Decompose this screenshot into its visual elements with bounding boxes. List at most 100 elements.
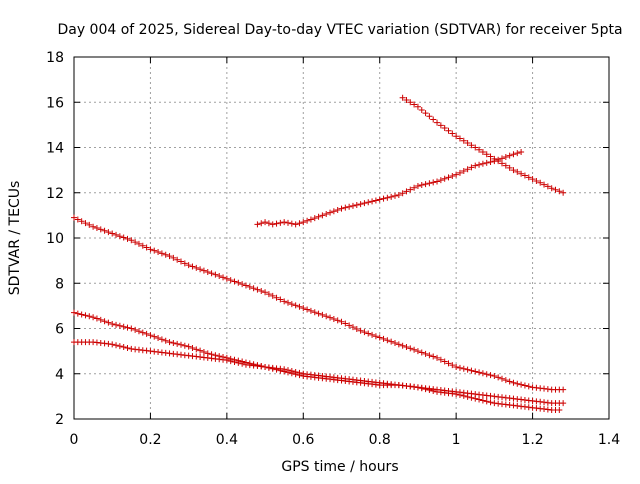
data-point: [143, 330, 150, 337]
data-point: [262, 363, 269, 370]
data-point: [464, 166, 471, 173]
data-point: [483, 371, 490, 378]
x-tick-label: 1.2: [521, 432, 543, 448]
data-point: [544, 183, 551, 190]
data-point: [277, 296, 284, 303]
data-point: [449, 173, 456, 180]
data-point: [269, 221, 276, 228]
data-point: [479, 149, 486, 156]
data-point: [113, 321, 120, 328]
data-point: [472, 368, 479, 375]
data-point: [288, 301, 295, 308]
data-point: [453, 171, 460, 178]
data-point: [116, 343, 123, 350]
data-point: [407, 345, 414, 352]
data-point: [499, 160, 505, 167]
data-point: [235, 279, 242, 286]
data-point: [235, 359, 242, 366]
data-point: [139, 329, 146, 336]
data-point: [468, 164, 475, 171]
data-point: [449, 130, 456, 137]
data-point: [418, 106, 425, 113]
y-tick-label: 18: [46, 50, 64, 66]
data-point: [304, 217, 311, 224]
data-point: [456, 364, 463, 371]
data-point: [288, 220, 295, 227]
data-point: [181, 342, 188, 349]
data-point: [307, 307, 314, 314]
data-point: [116, 233, 123, 240]
data-point: [82, 220, 89, 227]
data-point: [120, 344, 127, 351]
x-axis-label: GPS time / hours: [281, 459, 398, 475]
chart-title: Day 004 of 2025, Sidereal Day-to-day VTE…: [57, 22, 622, 38]
data-point: [487, 372, 494, 379]
data-point: [464, 139, 471, 146]
data-point: [327, 209, 334, 216]
data-point: [90, 314, 97, 321]
data-point: [216, 273, 223, 280]
data-point: [185, 262, 192, 269]
data-point: [208, 270, 215, 277]
data-point: [392, 192, 398, 199]
data-point: [460, 392, 467, 399]
data-point: [128, 325, 135, 332]
data-point: [365, 330, 372, 337]
data-point: [418, 385, 425, 392]
data-point: [472, 144, 479, 151]
data-point: [418, 349, 425, 356]
data-point: [93, 315, 100, 322]
data-point: [193, 346, 200, 353]
data-point: [403, 188, 410, 195]
data-point: [487, 399, 494, 406]
data-point: [380, 335, 387, 342]
data-point: [296, 303, 303, 310]
data-point: [262, 219, 269, 226]
x-tick-label: 0.6: [292, 432, 314, 448]
data-point: [426, 113, 433, 120]
data-point: [97, 316, 104, 323]
data-point: [281, 298, 288, 305]
data-point: [403, 96, 410, 103]
data-point: [231, 358, 238, 365]
data-point: [135, 240, 142, 247]
data-point: [174, 256, 181, 263]
data-point: [74, 310, 81, 317]
data-point: [197, 266, 204, 273]
data-point: [453, 363, 460, 370]
data-point: [135, 328, 142, 335]
data-series-track-a: [71, 214, 567, 393]
data-point: [285, 299, 291, 306]
data-point: [78, 218, 85, 225]
data-point: [189, 344, 196, 351]
data-point: [105, 229, 112, 236]
data-point: [414, 182, 421, 189]
data-point: [116, 322, 123, 329]
data-point: [319, 212, 326, 219]
data-point: [277, 219, 284, 226]
y-axis-label: SDTVAR / TECUs: [7, 181, 23, 296]
data-point: [346, 203, 353, 210]
data-point: [403, 344, 410, 351]
data-point: [97, 226, 104, 233]
data-point: [514, 380, 521, 387]
data-point: [434, 354, 441, 361]
data-point: [449, 362, 456, 369]
data-point: [285, 219, 291, 226]
data-point: [189, 263, 196, 270]
data-point: [514, 168, 521, 175]
data-point: [281, 368, 288, 375]
data-point: [155, 335, 162, 342]
data-point: [307, 216, 314, 223]
data-point: [101, 318, 108, 325]
data-point: [361, 200, 368, 207]
data-point: [510, 379, 517, 386]
data-point: [437, 122, 444, 129]
data-point: [327, 314, 334, 321]
data-point: [453, 391, 460, 398]
data-point: [525, 174, 532, 181]
data-point: [445, 127, 452, 134]
data-point: [399, 342, 406, 349]
data-point: [273, 220, 280, 227]
